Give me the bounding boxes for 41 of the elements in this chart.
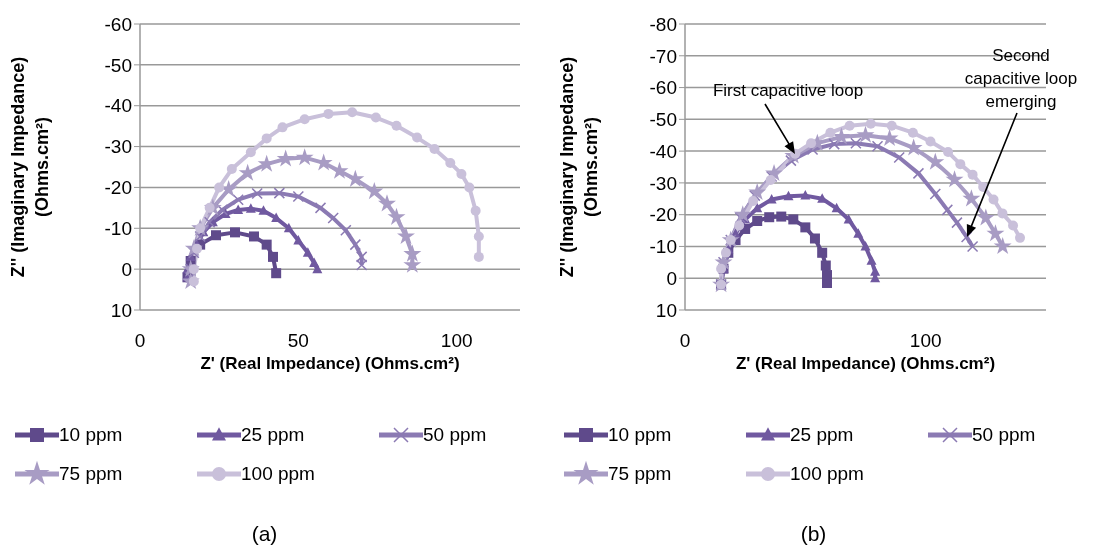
legend-label: 25 ppm [241, 423, 305, 446]
annotation: Second capacitive loop emerging [964, 46, 1078, 112]
text: (a) [250, 522, 279, 546]
annotation: First capacitive loop [712, 81, 864, 101]
legend-label: 75 ppm [59, 462, 123, 485]
y-tick-label: -60 [104, 13, 132, 35]
legend-label: 50 ppm [423, 423, 487, 446]
y-tick-label: 10 [110, 299, 132, 321]
y-tick-label: -30 [104, 136, 132, 158]
legend-label: 100 ppm [790, 462, 864, 485]
text: (b) [799, 522, 828, 546]
y-tick-label: 0 [121, 258, 132, 280]
y-tick-label: 10 [655, 299, 677, 321]
y-tick-label: -40 [649, 140, 677, 162]
x-tick-label: 100 [440, 330, 473, 352]
x-tick-label: 0 [134, 330, 146, 352]
y-tick-label: -40 [104, 95, 132, 117]
y-tick-label: 0 [666, 267, 677, 289]
y-axis-title: Z'' (Imaginary Impedance) (Ohms.cm²) [557, 56, 601, 278]
y-tick-label: -10 [104, 218, 132, 240]
legend-label: 75 ppm [608, 462, 672, 485]
legend-label: 100 ppm [241, 462, 315, 485]
y-tick-label: -10 [649, 236, 677, 258]
legend-label: 10 ppm [608, 423, 672, 446]
y-tick-label: -50 [649, 109, 677, 131]
y-tick-label: -60 [649, 77, 677, 99]
x-tick-label: 50 [287, 330, 309, 352]
y-tick-label: -20 [649, 204, 677, 226]
x-axis-title: Z' (Real Impedance) (Ohms.cm²) [735, 354, 996, 373]
x-tick-label: 0 [679, 330, 691, 352]
legend-label: 25 ppm [790, 423, 854, 446]
y-tick-label: -80 [649, 13, 677, 35]
legend-label: 10 ppm [59, 423, 123, 446]
x-axis-title: Z' (Real Impedance) (Ohms.cm²) [200, 354, 460, 373]
y-tick-label: -20 [104, 177, 132, 199]
x-tick-label: 100 [909, 330, 942, 352]
y-axis-title: Z'' (Imaginary Impedance) (Ohms.cm²) [8, 56, 52, 278]
legend-label: 50 ppm [972, 423, 1036, 446]
y-tick-label: -70 [649, 45, 677, 67]
y-tick-label: -50 [104, 54, 132, 76]
y-tick-label: -30 [649, 172, 677, 194]
